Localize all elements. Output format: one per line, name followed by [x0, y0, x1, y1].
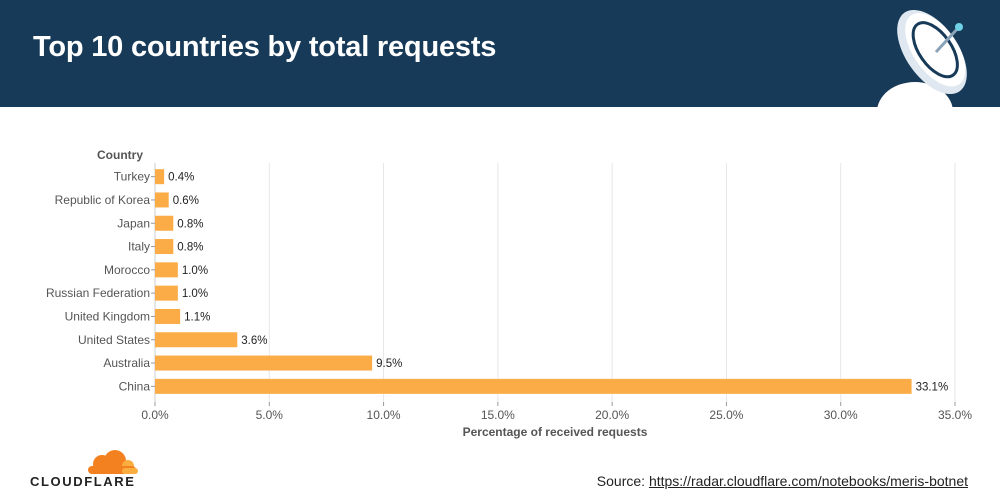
data-label: 0.6% [173, 195, 199, 207]
source-prefix: Source: [596, 473, 649, 489]
x-tick-label: 25.0% [709, 408, 743, 422]
bar [155, 262, 178, 278]
data-label: 0.8% [177, 218, 203, 230]
bar [155, 192, 169, 208]
category-label: Japan [117, 216, 150, 230]
category-label: United Kingdom [65, 309, 150, 323]
data-label: 0.8% [177, 242, 203, 254]
data-label: 1.0% [182, 265, 208, 277]
data-label: 3.6% [241, 335, 267, 347]
x-tick-label: 30.0% [824, 408, 858, 422]
x-tick-label: 35.0% [938, 408, 972, 422]
source-note: Source: https://radar.cloudflare.com/not… [597, 473, 968, 489]
y-axis-title: Country [97, 148, 143, 162]
category-label: Turkey [114, 170, 150, 184]
category-label: Italy [128, 240, 150, 254]
data-label: 33.1% [916, 381, 949, 393]
data-label: 0.4% [168, 172, 194, 184]
bar [155, 378, 912, 394]
x-tick-label: 5.0% [256, 408, 284, 422]
bar-chart: Country Turkey 0.4% Republic of Korea 0.6% Ja… [46, 148, 972, 439]
brand-name: CLOUDFLARE [30, 474, 136, 489]
header-banner: Top 10 countries by total requests [0, 0, 1000, 107]
x-tick-label: 20.0% [595, 408, 629, 422]
x-axis-title: Percentage of received requests [463, 425, 648, 439]
bar [155, 308, 181, 324]
x-tick-label: 15.0% [481, 408, 515, 422]
bar [155, 285, 178, 301]
category-label: Morocco [104, 263, 150, 277]
category-label: Republic of Korea [55, 193, 151, 207]
category-label: United States [78, 333, 150, 347]
bar [155, 215, 174, 231]
cloudflare-cloud-icon [88, 450, 138, 474]
bar [155, 239, 174, 255]
category-label: China [119, 379, 151, 393]
satellite-dish-icon [877, 9, 967, 107]
data-label: 1.0% [182, 288, 208, 300]
data-label: 9.5% [376, 358, 402, 370]
data-label: 1.1% [184, 311, 210, 323]
category-label: Russian Federation [46, 286, 150, 300]
x-tick-label: 0.0% [141, 408, 169, 422]
source-link[interactable]: https://radar.cloudflare.com/notebooks/m… [648, 473, 968, 489]
bar [155, 355, 373, 371]
page-title: Top 10 countries by total requests [33, 31, 497, 63]
bar [155, 332, 238, 348]
cloudflare-logo: CLOUDFLARE [30, 450, 140, 490]
bar [155, 169, 165, 185]
x-tick-label: 10.0% [367, 408, 401, 422]
category-label: Australia [103, 356, 150, 370]
